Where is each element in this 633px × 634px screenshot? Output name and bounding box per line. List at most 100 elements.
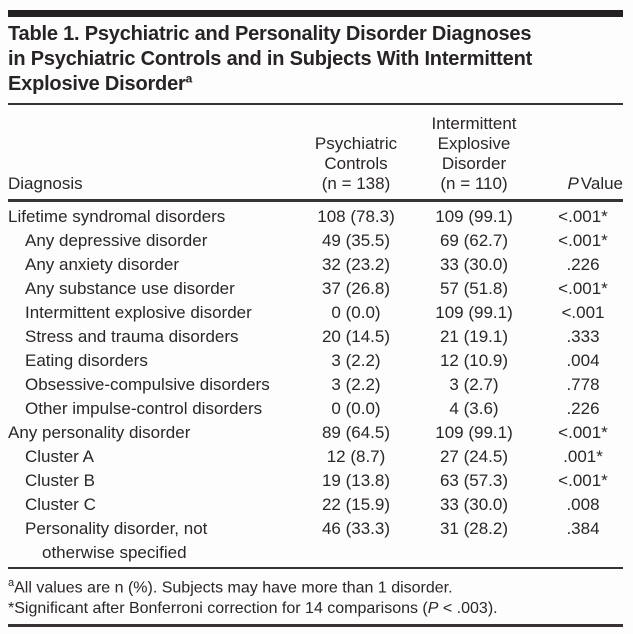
table-row: Any substance use disorder 37 (26.8) 57 (5… — [8, 277, 623, 301]
table-row: Any depressive disorder 49 (35.5) 69 (62.7… — [8, 229, 623, 253]
diagnosis-label: Cluster A — [25, 447, 94, 466]
table-row: Stress and trauma disorders 20 (14.5) 21 (… — [8, 325, 623, 349]
ied-value: 69 (62.7) — [439, 231, 509, 250]
table-header-row: Diagnosis Psychiatric Controls (n = 138) I… — [8, 105, 623, 199]
table-title-line: Table 1. Psychiatric and Personality Dis… — [8, 23, 532, 45]
table-title-footnote-marker: a — [185, 71, 193, 86]
column-header-line: Controls — [324, 154, 388, 173]
bottom-rule — [8, 624, 623, 628]
footnote-values: aAll values are n (%). Subjects may have… — [8, 573, 623, 598]
table-row: Eating disorders 3 (2.2) 12 (10.9) .004 — [8, 349, 623, 373]
p-value-label-rest: Value — [580, 174, 623, 193]
footnote-significance: *Significant after Bonferroni correction… — [8, 598, 623, 619]
ied-value: 12 (10.9) — [439, 351, 509, 370]
p-value: .001* — [563, 447, 603, 466]
ied-value: 27 (24.5) — [439, 447, 509, 466]
psychiatric-controls-value: 0 (0.0) — [331, 303, 381, 322]
footnote-star-tail: < .003). — [438, 600, 498, 618]
p-value: .384 — [566, 519, 600, 538]
diagnosis-label-continuation: otherwise specified — [42, 543, 187, 562]
table-row: Cluster B 19 (13.8) 63 (57.3) <.001* — [8, 469, 623, 493]
table-body: Lifetime syndromal disorders 108 (78.3) 10… — [8, 202, 623, 567]
p-value: .333 — [566, 327, 600, 346]
p-value-italic-p: P — [567, 174, 579, 193]
diagnosis-cell: Other impulse-control disorders — [8, 397, 307, 421]
diagnosis-cell: Cluster B — [8, 469, 307, 493]
ied-value: 4 (3.6) — [449, 399, 499, 418]
column-header-line: (n = 110) — [440, 174, 508, 193]
p-value: .226 — [566, 399, 600, 418]
column-header-line: Psychiatric — [314, 134, 398, 153]
ied-value: 33 (30.0) — [439, 255, 509, 274]
diagnosis-cell: Cluster C — [8, 493, 307, 517]
footnote-a-marker: a — [8, 577, 15, 589]
p-value: <.001* — [558, 279, 608, 298]
psychiatric-controls-value: 3 (2.2) — [331, 351, 381, 370]
psychiatric-controls-value: 32 (23.2) — [321, 255, 391, 274]
ied-value: 31 (28.2) — [439, 519, 509, 538]
psychiatric-controls-value: 89 (64.5) — [321, 423, 391, 442]
top-rule — [8, 10, 623, 17]
psychiatric-controls-value: 12 (8.7) — [326, 447, 386, 466]
column-header-intermittent-explosive-disorder: Intermittent Explosive Disorder (n = 110) — [405, 114, 543, 194]
table-row: Intermittent explosive disorder 0 (0.0) 10… — [8, 301, 623, 325]
diagnosis-label: Obsessive-compulsive disorders — [25, 375, 270, 394]
table-row: Cluster A 12 (8.7) 27 (24.5) .001* — [8, 445, 623, 469]
p-value: .778 — [566, 375, 600, 394]
column-header-line: Disorder — [441, 154, 507, 173]
table-row: Cluster C 22 (15.9) 33 (30.0) .008 — [8, 493, 623, 517]
table-title: Table 1. Psychiatric and Personality Dis… — [8, 17, 623, 103]
diagnosis-cell: Personality disorder, not otherwise speci… — [8, 517, 307, 565]
psychiatric-controls-value: 49 (35.5) — [321, 231, 391, 250]
diagnosis-cell: Lifetime syndromal disorders — [8, 205, 307, 229]
diagnosis-label: Other impulse-control disorders — [25, 399, 263, 418]
table-row: Obsessive-compulsive disorders 3 (2.2) 3 (… — [8, 373, 623, 397]
ied-value: 33 (30.0) — [439, 495, 509, 514]
table-row: Any anxiety disorder 32 (23.2) 33 (30.0) .2… — [8, 253, 623, 277]
diagnosis-label: Any substance use disorder — [25, 279, 235, 298]
ied-value: 63 (57.3) — [439, 471, 509, 490]
p-value: <.001* — [558, 423, 608, 442]
column-header-line: Intermittent — [431, 114, 517, 133]
table-title-line: Explosive Disordera — [8, 71, 193, 95]
ied-value: 109 (99.1) — [435, 207, 513, 226]
footnotes: aAll values are n (%). Subjects may have… — [8, 569, 623, 624]
psychiatric-controls-value: 0 (0.0) — [331, 399, 381, 418]
ied-value: 109 (99.1) — [435, 303, 513, 322]
ied-value: 21 (19.1) — [439, 327, 509, 346]
footnote-a-text: All values are n (%). Subjects may have … — [14, 579, 453, 597]
ied-value: 109 (99.1) — [435, 423, 513, 442]
psychiatric-controls-value: 37 (26.8) — [321, 279, 391, 298]
journal-table-figure: Table 1. Psychiatric and Personality Dis… — [8, 10, 623, 628]
column-header-line: (n = 138) — [321, 174, 391, 193]
ied-value: 57 (51.8) — [439, 279, 509, 298]
psychiatric-controls-value: 19 (13.8) — [321, 471, 391, 490]
diagnosis-label: Cluster B — [25, 471, 95, 490]
diagnosis-label: Stress and trauma disorders — [25, 327, 239, 346]
table-row: Any personality disorder 89 (64.5) 109 (99… — [8, 421, 623, 445]
p-value: .008 — [566, 495, 600, 514]
column-header-diagnosis: Diagnosis — [8, 174, 83, 193]
diagnosis-cell: Obsessive-compulsive disorders — [8, 373, 307, 397]
psychiatric-controls-value: 20 (14.5) — [321, 327, 391, 346]
table-title-line: in Psychiatric Controls and in Subjects … — [8, 48, 533, 70]
psychiatric-controls-value: 3 (2.2) — [331, 375, 381, 394]
footnote-italic-p: P — [427, 600, 439, 618]
p-value: <.001* — [558, 231, 608, 250]
table-row: Other impulse-control disorders 0 (0.0) 4 … — [8, 397, 623, 421]
diagnosis-label: Any depressive disorder — [25, 231, 208, 250]
p-value: <.001 — [561, 303, 605, 322]
psychiatric-controls-value: 108 (78.3) — [317, 207, 395, 226]
diagnosis-cell: Intermittent explosive disorder — [8, 301, 307, 325]
diagnosis-label: Any anxiety disorder — [25, 255, 180, 274]
diagnosis-cell: Eating disorders — [8, 349, 307, 373]
ied-value: 3 (2.7) — [449, 375, 499, 394]
diagnosis-label: Personality disorder, not — [25, 519, 208, 538]
diagnosis-label: Cluster C — [25, 495, 96, 514]
diagnosis-label: Eating disorders — [25, 351, 148, 370]
diagnosis-cell: Stress and trauma disorders — [8, 325, 307, 349]
column-header-p-value: P Value — [543, 174, 623, 194]
diagnosis-cell: Any depressive disorder — [8, 229, 307, 253]
p-value: <.001* — [558, 471, 608, 490]
diagnosis-label: Intermittent explosive disorder — [25, 303, 252, 322]
